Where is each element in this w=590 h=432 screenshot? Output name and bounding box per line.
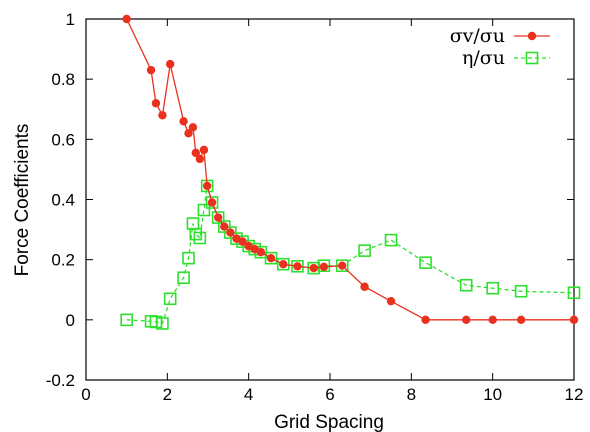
sigma-v-series-point <box>488 315 497 325</box>
sigma-v-series-point <box>165 59 175 69</box>
series-layer <box>120 14 581 330</box>
sigma-v-series-point <box>256 247 266 257</box>
eta-series-point <box>317 259 331 272</box>
sigma-v-series-point <box>220 222 229 231</box>
legend-label: σv/σu <box>450 25 505 47</box>
sigma-v-series-point <box>279 259 288 269</box>
legend-label: η/σu <box>462 47 505 69</box>
sigma-v-series-point <box>184 129 193 138</box>
sigma-v-series-point <box>179 117 188 126</box>
eta-series <box>120 179 581 330</box>
y-tick-label: 0.2 <box>51 251 75 270</box>
eta-series-point <box>193 231 207 245</box>
sigma-v-series-point <box>569 315 579 325</box>
eta-series-point <box>486 281 499 295</box>
eta-series-point <box>419 256 432 269</box>
sigma-v-series-point <box>207 198 217 207</box>
y-tick-label: 0.6 <box>51 130 75 149</box>
eta-series-point <box>514 284 528 298</box>
sigma-v-series-point <box>151 99 161 108</box>
x-tick-label: 0 <box>81 385 90 404</box>
y-tick-label: 0 <box>66 311 75 330</box>
eta-series-point <box>264 251 278 265</box>
x-tick-label: 10 <box>483 385 502 404</box>
eta-series-point <box>459 278 473 292</box>
eta-series-point <box>276 257 290 271</box>
sigma-v-series-point <box>338 261 347 270</box>
sigma-v-series-point <box>386 296 396 306</box>
eta-series-point <box>205 196 219 209</box>
sigma-v-series-point <box>293 262 302 271</box>
sigma-v-series-line <box>126 18 574 321</box>
legend-marker <box>525 51 539 65</box>
eta-series-point <box>384 233 398 247</box>
sigma-v-series-point <box>199 145 209 155</box>
sigma-v-series-point <box>421 315 430 325</box>
x-tick-label: 8 <box>407 385 416 404</box>
eta-series-point <box>149 315 163 329</box>
plot-frame <box>85 18 575 381</box>
sigma-v-series-point <box>122 14 131 24</box>
sigma-v-series-point <box>226 228 235 237</box>
sigma-v-series-point <box>319 262 329 272</box>
sigma-v-series-point <box>266 253 276 263</box>
sigma-v-series-point <box>309 263 318 273</box>
legend: σv/σuη/σu <box>450 25 550 69</box>
x-tick-label: 6 <box>325 385 334 404</box>
x-tick-label: 4 <box>244 385 253 404</box>
eta-series-point <box>177 271 190 285</box>
legend-marker <box>527 31 537 41</box>
x-tick-label: 12 <box>565 385 584 404</box>
y-tick-label: -0.2 <box>46 371 75 390</box>
y-tick-label: 0.4 <box>51 191 75 210</box>
sigma-v-series-point <box>146 65 156 75</box>
sigma-v-series-point <box>191 148 200 158</box>
eta-series-point <box>358 244 371 257</box>
eta-series-point <box>182 251 195 265</box>
sigma-v-series-point <box>188 123 198 132</box>
x-tick-label: 2 <box>163 385 172 404</box>
sigma-v-series-point <box>213 213 223 222</box>
eta-series-point <box>120 313 133 327</box>
plot-axes: 0 2 4 6 8 10 12 -0.2 0 0.2 0.4 0.6 0.8 1 <box>46 10 584 404</box>
sigma-v-series-point <box>202 181 212 191</box>
eta-series-point <box>163 292 177 306</box>
eta-series-point <box>189 227 203 241</box>
sigma-v-series-point <box>195 154 205 164</box>
y-tick-label: 1 <box>66 10 75 29</box>
eta-series-point <box>197 203 211 217</box>
eta-series-point <box>567 286 581 300</box>
y-tick-label: 0.8 <box>51 70 75 89</box>
sigma-v-series-point <box>462 315 471 325</box>
sigma-v-series <box>122 14 579 325</box>
eta-series-point <box>156 317 169 330</box>
sigma-v-series-point <box>238 237 247 246</box>
sigma-v-series-point <box>158 111 167 120</box>
y-axis-title: Force Coefficients <box>12 124 33 277</box>
sigma-v-series-point <box>360 282 369 291</box>
x-axis-title: Grid Spacing <box>274 412 384 432</box>
sigma-v-series-point <box>516 315 526 325</box>
